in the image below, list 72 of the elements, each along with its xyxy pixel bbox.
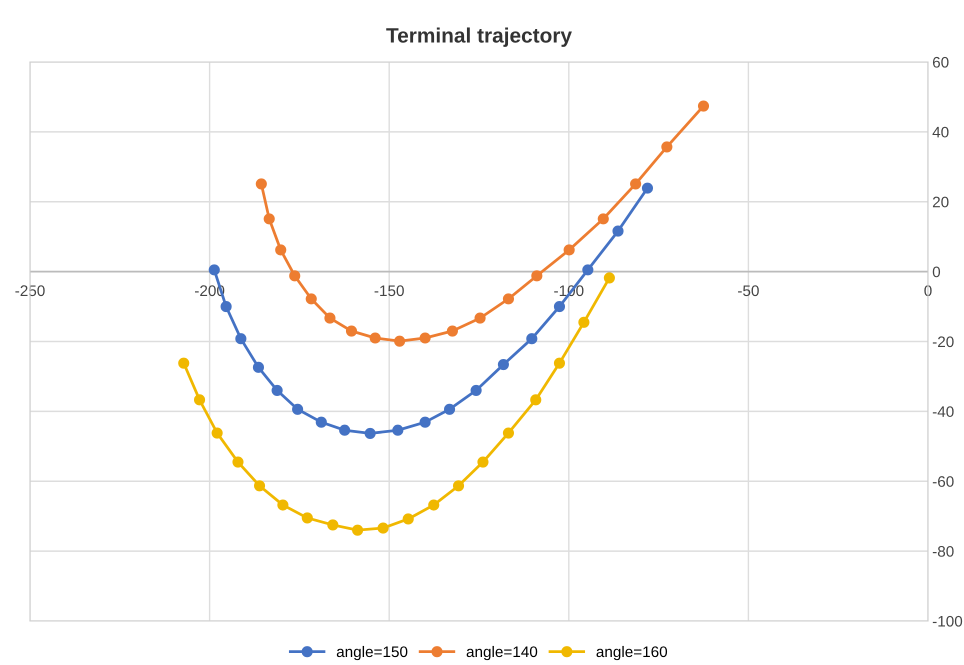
point [254, 480, 266, 492]
point [277, 499, 288, 511]
point [420, 332, 431, 344]
point [316, 416, 327, 428]
point [252, 362, 264, 373]
x-tick-label: -50 [738, 285, 759, 296]
point [232, 456, 244, 468]
legend-label: angle=160 [596, 646, 668, 660]
point [324, 312, 336, 324]
point [235, 333, 246, 344]
point [446, 325, 458, 337]
y-tick-label: 20 [932, 196, 949, 208]
point [256, 178, 267, 190]
point [194, 394, 206, 406]
point [306, 293, 317, 304]
point [470, 384, 482, 396]
point [582, 264, 594, 276]
x-tick-label: -150 [374, 285, 404, 296]
point [698, 100, 710, 112]
point [352, 524, 364, 536]
point [502, 293, 514, 304]
point [364, 428, 376, 439]
point [526, 333, 538, 344]
y-tick-label: 60 [932, 56, 949, 68]
point [477, 456, 489, 468]
y-tick-label: -80 [932, 546, 954, 557]
point [292, 404, 304, 415]
point [378, 522, 389, 534]
point [339, 424, 350, 436]
point [554, 301, 566, 312]
point [264, 213, 275, 224]
point [598, 213, 609, 224]
point [208, 264, 220, 276]
chart-title: Terminal trajectory [386, 27, 572, 47]
point [346, 325, 358, 337]
point [402, 513, 414, 525]
point [661, 141, 672, 152]
point [612, 226, 624, 237]
y-tick-label: -40 [932, 406, 954, 418]
point [275, 244, 286, 256]
legend-label: angle=140 [466, 646, 538, 660]
point [564, 244, 575, 256]
y-tick-label: 0 [932, 266, 940, 278]
y-tick-label: -100 [932, 616, 962, 627]
point [178, 358, 190, 369]
point [327, 519, 338, 530]
y-tick-label: -20 [932, 336, 954, 348]
point [420, 416, 431, 428]
point [452, 480, 464, 492]
point [604, 272, 615, 284]
point [630, 178, 642, 190]
y-tick-label: 40 [932, 126, 949, 138]
point [212, 427, 223, 439]
point [530, 394, 542, 406]
point [531, 270, 542, 282]
point [302, 512, 313, 524]
point [444, 404, 456, 415]
legend-label: angle=150 [336, 646, 408, 660]
point [642, 182, 654, 194]
point [392, 424, 404, 436]
point [272, 384, 283, 396]
point [394, 336, 406, 347]
point [289, 270, 300, 282]
y-tick-label: -60 [932, 476, 954, 487]
point [502, 427, 514, 439]
point [498, 359, 509, 370]
point [428, 499, 440, 511]
point [474, 312, 486, 324]
point [578, 316, 590, 328]
point [220, 301, 232, 312]
point [370, 332, 381, 344]
point [554, 358, 566, 369]
